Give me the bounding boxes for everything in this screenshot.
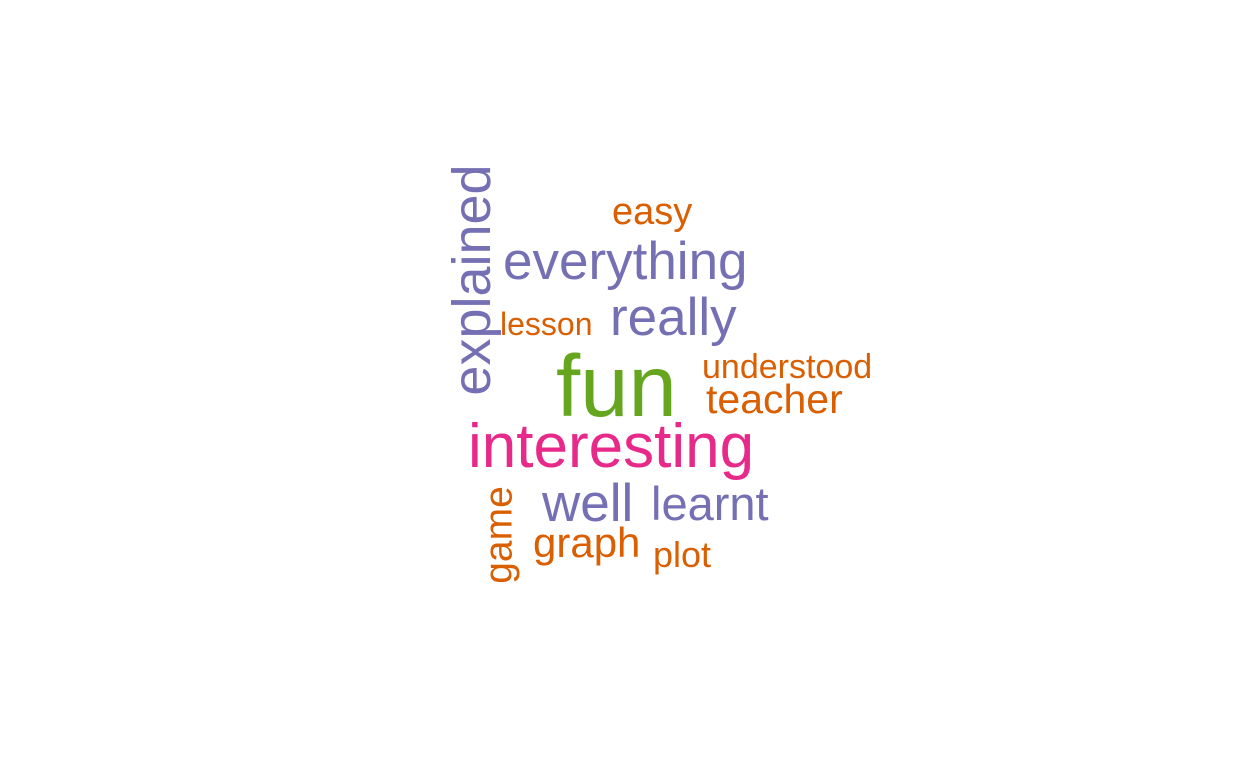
word-plot: plot <box>653 534 712 575</box>
word-explained: explained <box>442 164 502 396</box>
word-teacher: teacher <box>706 376 843 422</box>
word-well: well <box>542 474 634 533</box>
word-game: game <box>477 486 521 584</box>
word-fun: fun <box>556 338 677 435</box>
word-easy: easy <box>612 191 693 233</box>
word-everything: everything <box>503 232 748 291</box>
word-learnt: learnt <box>651 477 769 530</box>
word-understood: understood <box>702 348 873 386</box>
word-interesting: interesting <box>468 412 755 481</box>
word-really: really <box>610 288 737 347</box>
word-lesson: lesson <box>500 306 593 342</box>
word-graph: graph <box>533 519 641 566</box>
